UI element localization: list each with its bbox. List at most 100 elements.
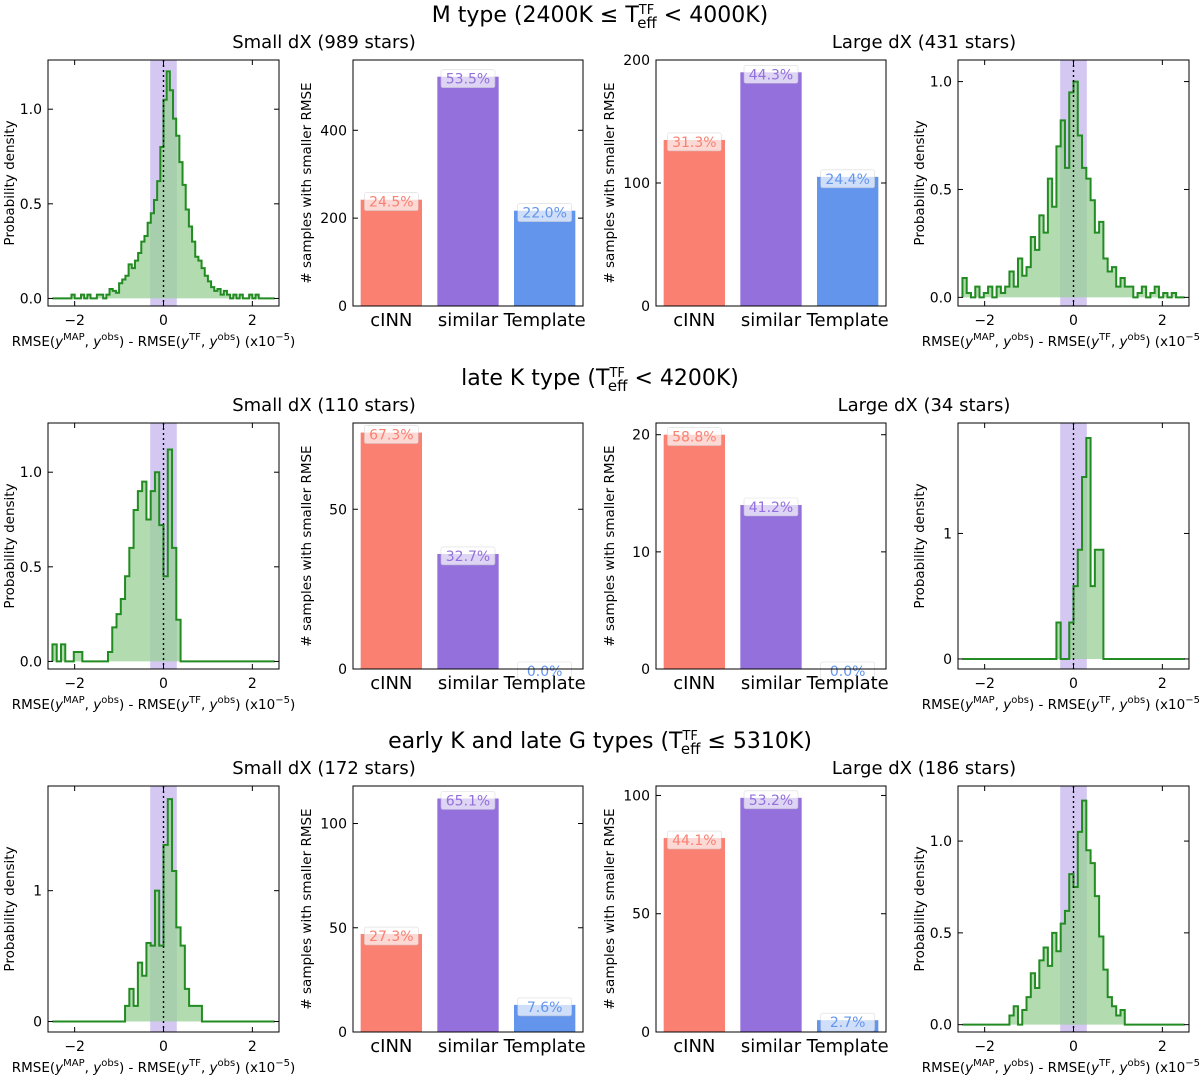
category-label: similar [741, 310, 802, 331]
x-label-part: y [1002, 334, 1012, 350]
x-tick-label: 2 [248, 676, 257, 692]
y-tick-label: 0.5 [20, 560, 42, 576]
y-tick-label: 0 [943, 652, 952, 668]
x-label-part: ) - RMSE( [119, 1060, 181, 1076]
x-tick-label: 0 [1069, 313, 1078, 329]
x-label-part: TF [188, 695, 201, 706]
x-label-part: y [1002, 1060, 1012, 1076]
x-label-part: MAP [973, 1058, 995, 1069]
x-tick-label: 0 [159, 313, 168, 329]
category-label: cINN [370, 673, 412, 694]
x-label-part: MAP [973, 695, 995, 706]
row-title: late K type (TTF eff < 4200K) [461, 366, 739, 395]
bar-similar [740, 505, 802, 669]
bar-cinn [360, 199, 422, 306]
y-tick-label: 100 [320, 817, 347, 833]
x-tick-label: −2 [64, 676, 85, 692]
histogram-fill [962, 81, 1185, 298]
title-text: < 4000K) [657, 3, 768, 28]
x-label-part: , [995, 697, 1004, 713]
x-label-part: TF [188, 1058, 201, 1069]
y-tick-label: 0 [641, 1025, 650, 1041]
title-superscript: TF [638, 3, 654, 18]
category-label: similar [741, 1036, 802, 1057]
x-axis-label: RMSE(yMAP, yobs) - RMSE(yTF, yobs) (x10−… [922, 332, 1200, 350]
bar-cinn [663, 139, 725, 306]
x-tick-label: 2 [248, 1039, 257, 1055]
axes-frame [352, 59, 584, 307]
plot-area [52, 786, 275, 1032]
x-axis-label: RMSE(yMAP, yobs) - RMSE(yTF, yobs) (x10−… [12, 695, 296, 713]
x-label-part: RMSE( [12, 1060, 55, 1076]
x-label-part: y [1002, 697, 1012, 713]
y-tick-label: 0.5 [930, 926, 952, 942]
x-label-part: obs [101, 332, 119, 343]
y-axis-label: Probability density [2, 846, 18, 971]
title-superscript: TF [608, 366, 624, 381]
x-tick-label: 0 [159, 1039, 168, 1055]
x-label-part: , [995, 334, 1004, 350]
bar-cinn [360, 934, 422, 1032]
x-label-part: y [964, 697, 974, 713]
percent-label: 27.3% [369, 929, 413, 945]
histogram-line [962, 437, 1185, 660]
bar-template [817, 176, 879, 306]
x-label-part: TF [1098, 1058, 1111, 1069]
x-label-part: y [54, 334, 64, 350]
category-label: similar [438, 310, 499, 331]
x-label-part: RMSE( [922, 1060, 965, 1076]
percent-label: 22.0% [522, 206, 566, 222]
x-label-part: y [54, 1060, 64, 1076]
row-title: M type (2400K ≤ TTF eff < 4000K) [432, 3, 768, 32]
category-label: cINN [673, 310, 715, 331]
percent-label-box [820, 169, 875, 189]
percent-label: 0.0% [830, 664, 866, 680]
y-tick-label: 0 [641, 662, 650, 678]
y-tick-label: 50 [329, 921, 347, 937]
y-tick-label: 1 [943, 526, 952, 542]
y-axis-label: Probability density [912, 846, 928, 971]
percent-label: 58.8% [672, 430, 716, 446]
y-tick-label: 0 [338, 299, 347, 315]
y-axis-label: # samples with smaller RMSE [299, 445, 315, 646]
plot-area [962, 786, 1185, 1032]
percent-label-box [667, 427, 722, 447]
y-tick-label: 50 [632, 907, 650, 923]
x-label-part: y [1119, 697, 1129, 713]
x-label-part: , [1111, 697, 1120, 713]
x-label-part: y [92, 1060, 102, 1076]
percent-label: 2.7% [830, 1015, 866, 1031]
x-label-part: ) (x10 [1145, 697, 1185, 713]
x-label-part: y [209, 697, 219, 713]
x-label-part: obs [218, 695, 236, 706]
axes-frame [655, 785, 887, 1033]
large-dx-title: Large dX (34 stars) [838, 395, 1011, 416]
small-dx-bar-chart: 27.3% cINN 65.1% similar 7.6% Template 0 50 100 #… [299, 785, 586, 1057]
category-label: cINN [370, 310, 412, 331]
y-axis-label: Probability density [912, 483, 928, 608]
x-label-part: ) - RMSE( [119, 334, 181, 350]
x-label-part: , [201, 1060, 210, 1076]
title-text: early K and late G types (T [388, 729, 683, 754]
y-tick-label: 50 [329, 502, 347, 518]
y-axis-label: # samples with smaller RMSE [299, 82, 315, 283]
y-axis-label: Probability density [912, 120, 928, 245]
category-label: Template [806, 1036, 889, 1057]
x-label-part: obs [1011, 695, 1029, 706]
small-dx-bar-chart: 67.3% cINN 32.7% similar 0.0%Template 0 50 # sa… [299, 422, 586, 694]
x-axis-label: RMSE(yMAP, yobs) - RMSE(yTF, yobs) (x10−… [12, 1058, 296, 1076]
y-tick-label: 20 [632, 428, 650, 444]
percent-label: 32.7% [446, 549, 490, 565]
x-label-part: , [85, 1060, 94, 1076]
large-dx-bar-chart: 58.8% cINN 41.2% similar 0.0%Template 0 10 20 # … [602, 422, 889, 694]
x-tick-label: −2 [64, 1039, 85, 1055]
y-tick-label: 10 [632, 545, 650, 561]
y-tick-label: 100 [623, 788, 650, 804]
percent-label-box [440, 69, 496, 88]
x-label-part: ) [290, 1060, 295, 1076]
x-label-part: ) - RMSE( [1029, 697, 1091, 713]
x-label-part: y [1090, 334, 1100, 350]
title-text: < 4200K) [627, 366, 738, 391]
percent-label-box [743, 790, 799, 810]
